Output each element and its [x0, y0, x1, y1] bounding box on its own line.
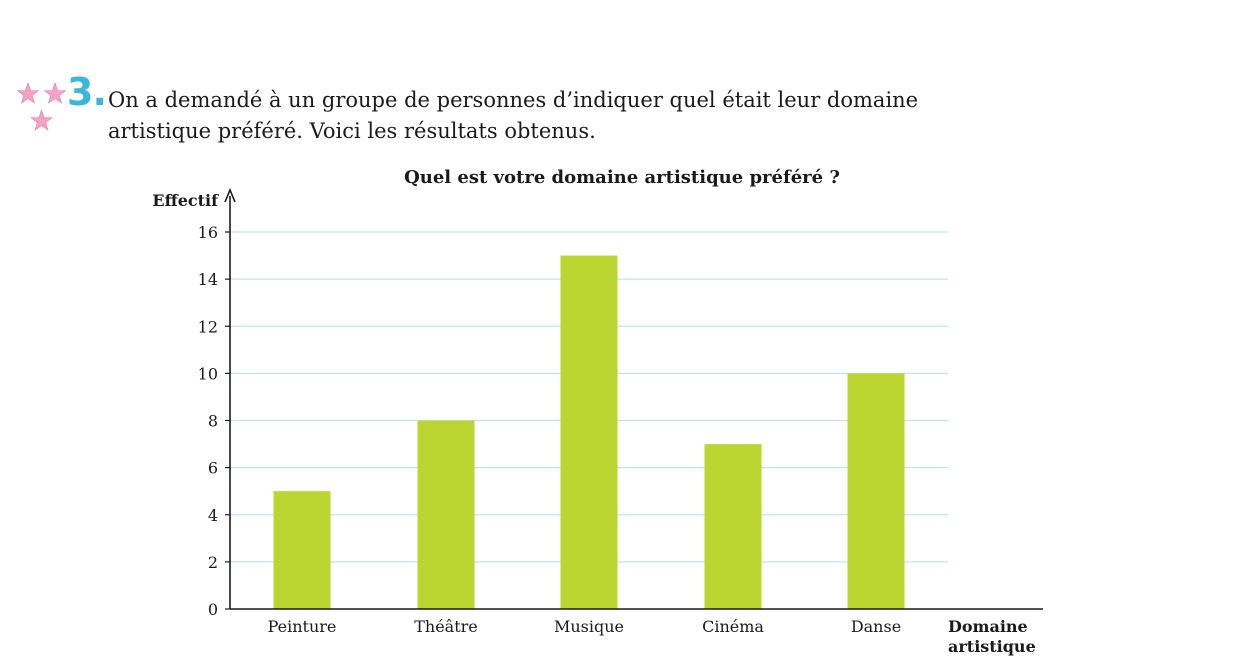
y-tick-label-14: 14	[198, 270, 218, 289]
exercise-question: On a demandé à un groupe de personnes d’…	[108, 85, 968, 147]
bar-4	[847, 373, 905, 609]
x-category-label-4: Danse	[851, 617, 901, 636]
question-line-1: On a demandé à un groupe de personnes d’…	[108, 88, 919, 112]
bar-1	[417, 420, 475, 609]
x-axis-label-line-2: artistique	[948, 637, 1036, 656]
labels: 0 2 4 6 8 10 12 14 16 Peinture Théâtre Musique Ciném…	[198, 223, 902, 636]
y-tick-label-0: 0	[208, 600, 218, 619]
y-axis-arrow-icon	[224, 187, 236, 203]
bar-0	[273, 491, 331, 609]
y-tick-label-2: 2	[208, 553, 218, 572]
axes	[224, 187, 1043, 610]
y-tick-label-6: 6	[208, 459, 218, 478]
y-tick-label-12: 12	[198, 317, 218, 336]
x-category-label-2: Musique	[554, 617, 624, 636]
bars	[273, 255, 905, 609]
y-tick-label-4: 4	[208, 506, 218, 525]
exercise-number: 3.	[67, 70, 107, 114]
y-tick-label-8: 8	[208, 412, 218, 431]
bar-2	[560, 255, 618, 609]
bar-3	[704, 444, 762, 609]
x-category-label-3: Cinéma	[702, 617, 764, 636]
y-tick-label-16: 16	[198, 223, 218, 242]
x-axis-label-line-1: Domaine	[948, 617, 1028, 636]
y-axis-label: Effectif	[152, 191, 219, 210]
question-line-2: artistique préféré. Voici les résultats …	[108, 119, 596, 143]
x-category-label-0: Peinture	[268, 617, 337, 636]
x-category-label-1: Théâtre	[414, 617, 478, 636]
difficulty-stars-icon	[16, 82, 67, 131]
chart-title: Quel est votre domaine artistique préfér…	[404, 167, 840, 188]
y-tick-label-10: 10	[198, 364, 218, 383]
